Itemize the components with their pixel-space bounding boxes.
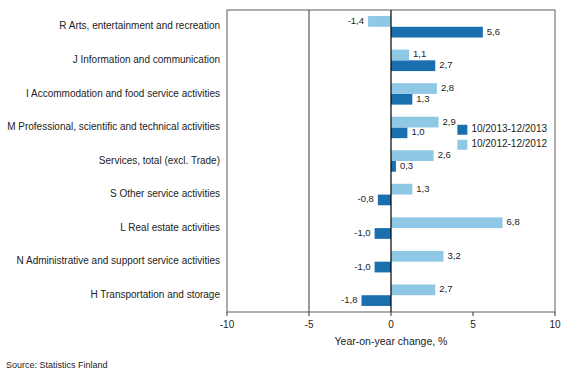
data-label: 5,6 xyxy=(487,26,500,37)
data-label: -1,4 xyxy=(348,15,364,26)
tick-label: -5 xyxy=(305,319,314,330)
bar xyxy=(391,60,435,71)
data-label: -1,8 xyxy=(341,294,357,305)
bar xyxy=(391,83,437,94)
legend-label: 10/2013-12/2013 xyxy=(471,123,547,134)
category-label: N Administrative and support service act… xyxy=(17,255,220,266)
data-label: 2,9 xyxy=(443,116,456,127)
bar xyxy=(391,251,443,262)
category-label: I Accommodation and food service activit… xyxy=(26,88,220,99)
x-axis: -10 -5 0 5 10 Year-on-year change, % xyxy=(220,312,561,347)
bar xyxy=(375,262,391,273)
data-label: -0,8 xyxy=(358,193,374,204)
data-label: 2,8 xyxy=(441,82,454,93)
bar xyxy=(375,228,391,239)
tick-mark xyxy=(391,312,392,316)
reference-line xyxy=(309,10,310,312)
tick-mark xyxy=(555,312,556,316)
data-label: -1,0 xyxy=(354,227,370,238)
data-label: 0,3 xyxy=(400,160,413,171)
legend: 10/2013-12/2013 10/2012-12/2012 xyxy=(457,123,547,149)
category-label: Services, total (excl. Trade) xyxy=(99,155,220,166)
plot-frame xyxy=(227,10,555,312)
data-label: 1,3 xyxy=(416,183,429,194)
bar xyxy=(368,16,391,27)
tick-label: 10 xyxy=(549,319,561,330)
legend-item: 10/2013-12/2013 xyxy=(457,123,547,134)
bar xyxy=(391,127,407,138)
category-label: S Other service activities xyxy=(110,188,220,199)
tick-mark xyxy=(309,312,310,316)
category-label: M Professional, scientific and technical… xyxy=(7,121,220,132)
category-label: R Arts, entertainment and recreation xyxy=(59,20,220,31)
tick-mark xyxy=(227,312,228,316)
tick-label: 5 xyxy=(470,319,476,330)
bar xyxy=(391,161,396,172)
data-label: 1,1 xyxy=(413,48,426,59)
tick-label: -10 xyxy=(220,319,235,330)
source-note: Source: Statistics Finland xyxy=(6,360,108,370)
bars xyxy=(361,16,502,306)
data-label: 3,2 xyxy=(447,250,460,261)
legend-item: 10/2012-12/2012 xyxy=(457,138,547,149)
category-label: L Real estate activities xyxy=(120,222,220,233)
bar xyxy=(391,50,409,61)
data-label: 2,7 xyxy=(439,283,452,294)
legend-label: 10/2012-12/2012 xyxy=(471,138,547,149)
bar xyxy=(391,284,435,295)
bar xyxy=(391,27,483,38)
x-axis-label: Year-on-year change, % xyxy=(335,335,448,347)
category-label: J Information and communication xyxy=(73,54,220,65)
data-label: 2,7 xyxy=(439,59,452,70)
data-labels: 5,6 2,7 1,3 1,0 0,3 -0,8 -1,0 -1,0 -1,8 -1,4 1,1 2,… xyxy=(341,15,520,305)
data-label: 2,6 xyxy=(438,149,451,160)
reference-lines xyxy=(309,10,391,312)
bar xyxy=(391,94,412,105)
bar xyxy=(391,184,412,195)
data-label: -1,0 xyxy=(354,261,370,272)
bar xyxy=(391,217,503,228)
data-label: 1,3 xyxy=(416,93,429,104)
tick-label: 0 xyxy=(388,319,394,330)
legend-swatch xyxy=(457,125,467,135)
data-label: 1,0 xyxy=(411,126,424,137)
category-labels: R Arts, entertainment and recreation J In… xyxy=(7,20,220,299)
bar xyxy=(361,295,391,306)
data-label: 6,8 xyxy=(507,216,520,227)
tick-mark xyxy=(473,312,474,316)
legend-swatch xyxy=(457,140,467,150)
chart: R Arts, entertainment and recreation J In… xyxy=(0,0,569,374)
reference-line xyxy=(390,10,391,312)
bar xyxy=(378,195,391,206)
category-label: H Transportation and storage xyxy=(90,289,220,300)
